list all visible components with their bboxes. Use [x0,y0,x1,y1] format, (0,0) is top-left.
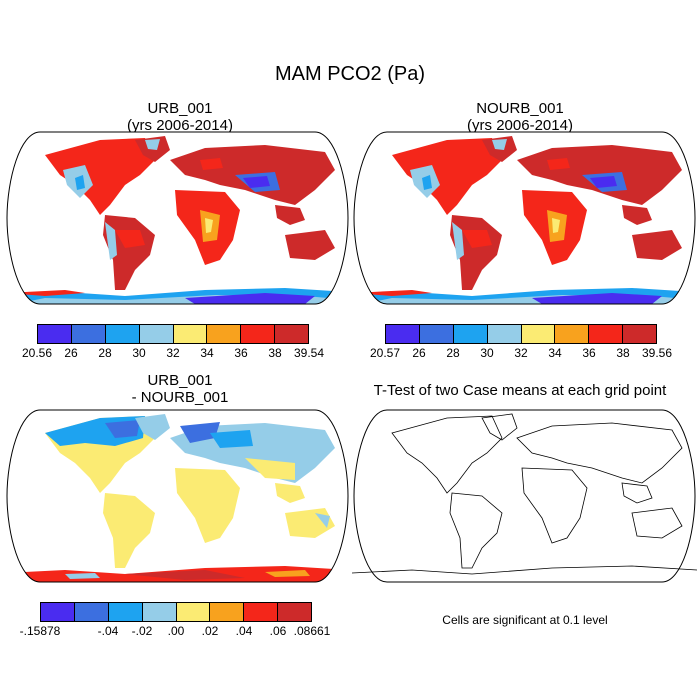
colorbar-tick-label: 32 [166,346,180,360]
colorbar-segment [452,324,488,344]
colorbar-segment [206,324,242,344]
colorbar-segment [209,602,245,622]
colorbar-tick-label: 20.56 [21,346,53,360]
colorbar-tick-label: 28 [446,346,460,360]
colorbar-tick-label: 20.57 [369,346,401,360]
colorbar-tick-label: .04 [235,624,253,638]
panel-diff-title-line2: - NOURB_001 [131,389,229,406]
colorbar-segment [40,602,75,622]
colorbar-segment [554,324,590,344]
colorbar-tick-label: -.15878 [19,624,61,638]
panel-nourb-title-line2: (yrs 2006-2014) [467,117,573,134]
colorbar-segment [622,324,657,344]
panel-nourb-title-line1: NOURB_001 [476,100,564,117]
colorbar-segment [486,324,522,344]
map-nourb [353,131,696,305]
colorbar-tick-label: 36 [582,346,596,360]
colorbar-diff [40,602,312,622]
land-australia [285,230,335,260]
significance-note: Cells are significant at 0.1 level [442,613,608,627]
colorbar-segment [277,602,312,622]
colorbar-tick-label: 28 [98,346,112,360]
land-north-america [45,138,155,215]
colorbar-tick-label: 38 [616,346,630,360]
colorbar-tick-label: -.04 [97,624,119,638]
colorbar-diff-labels: -.15878 -.04 -.02 .00 .02 .04 .06 .08661 [20,624,331,640]
colorbar-segment [588,324,624,344]
colorbar-tick-label: 34 [548,346,562,360]
panel-title-ttest: T-Test of two Case means at each grid po… [340,382,700,399]
colorbar-tick-label: .08661 [293,624,331,638]
colorbar-segment [107,602,143,622]
panel-title-nourb: NOURB_001 (yrs 2006-2014) [360,100,680,134]
colorbar-segment [418,324,454,344]
colorbar-tick-label: 38 [268,346,282,360]
colorbar-segment [138,324,174,344]
colorbar-segment [73,602,109,622]
panel-title-diff: URB_001 - NOURB_001 [20,372,340,406]
colorbar-segment [240,324,276,344]
colorbar-urb [37,324,309,344]
panel-title-urb: URB_001 (yrs 2006-2014) [20,100,340,134]
colorbar-segment [243,602,279,622]
land-south-america [103,215,155,290]
colorbar-tick-label: 39.54 [293,346,325,360]
colorbar-tick-label: .06 [269,624,287,638]
colorbar-tick-label: 26 [412,346,426,360]
colorbar-tick-label: 30 [480,346,494,360]
colorbar-segment [175,602,211,622]
colorbar-segment [37,324,72,344]
colorbar-segment [274,324,309,344]
colorbar-tick-label: .02 [201,624,219,638]
colorbar-segment [70,324,106,344]
colorbar-tick-label: 34 [200,346,214,360]
colorbar-segment [385,324,420,344]
colorbar-tick-label: 30 [132,346,146,360]
colorbar-tick-label: 36 [234,346,248,360]
map-ttest [352,409,697,583]
map-diff [6,409,349,583]
colorbar-segment [141,602,177,622]
colorbar-tick-label: 39.56 [641,346,673,360]
colorbar-segment [172,324,208,344]
panel-ttest-title-line1: T-Test of two Case means at each grid po… [373,382,667,399]
colorbar-tick-label: 26 [64,346,78,360]
colorbar-tick-label: .00 [167,624,185,638]
colorbar-nourb-labels: 20.57 26 28 30 32 34 36 38 39.56 [370,346,672,362]
colorbar-tick-label: 32 [514,346,528,360]
panel-diff-title-line1: URB_001 [147,372,213,389]
colorbar-nourb [385,324,657,344]
colorbar-urb-labels: 20.56 26 28 30 32 34 36 38 39.54 [22,346,324,362]
colorbar-segment [520,324,556,344]
colorbar-tick-label: -.02 [131,624,153,638]
main-title: MAM PCO2 (Pa) [274,63,426,85]
panel-urb-title-line1: URB_001 [147,100,213,117]
map-urb [6,131,349,305]
colorbar-segment [104,324,140,344]
panel-urb-title-line2: (yrs 2006-2014) [127,117,233,134]
